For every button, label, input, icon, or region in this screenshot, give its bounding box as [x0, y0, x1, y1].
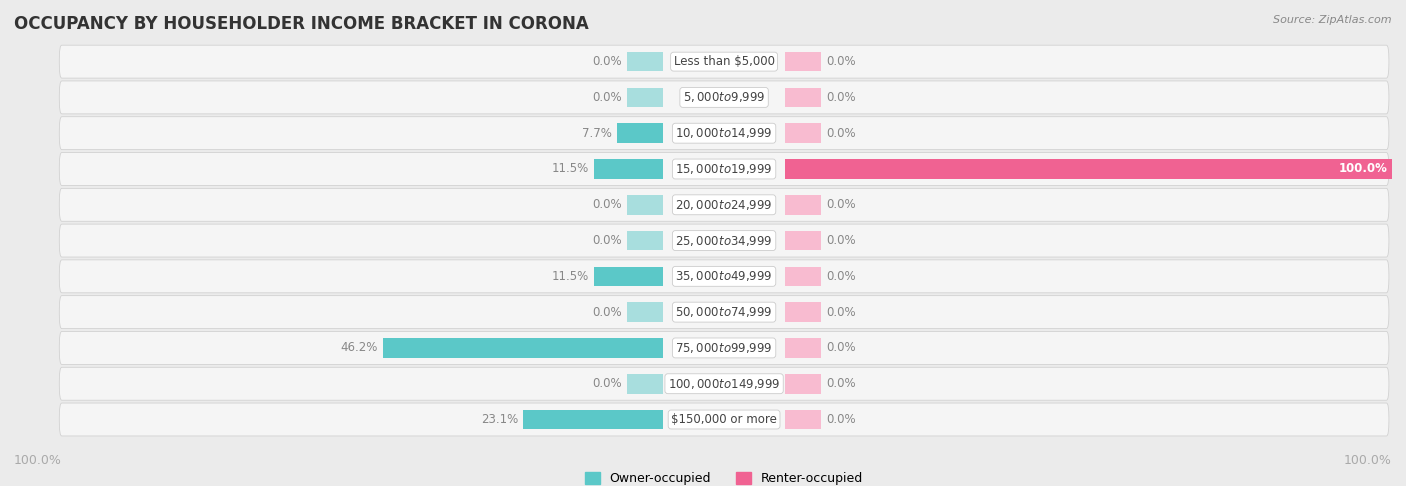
- Bar: [785, 87, 821, 107]
- Text: 11.5%: 11.5%: [551, 162, 589, 175]
- Text: 100.0%: 100.0%: [1344, 453, 1392, 467]
- Legend: Owner-occupied, Renter-occupied: Owner-occupied, Renter-occupied: [579, 467, 869, 486]
- FancyBboxPatch shape: [59, 153, 1389, 186]
- Text: $75,000 to $99,999: $75,000 to $99,999: [675, 341, 773, 355]
- Text: $15,000 to $19,999: $15,000 to $19,999: [675, 162, 773, 176]
- Text: 11.5%: 11.5%: [551, 270, 589, 283]
- Bar: [593, 159, 664, 179]
- FancyBboxPatch shape: [59, 403, 1389, 436]
- Text: Source: ZipAtlas.com: Source: ZipAtlas.com: [1274, 15, 1392, 25]
- FancyBboxPatch shape: [59, 81, 1389, 114]
- FancyBboxPatch shape: [59, 45, 1389, 78]
- Bar: [785, 52, 821, 71]
- Text: 0.0%: 0.0%: [827, 377, 856, 390]
- FancyBboxPatch shape: [59, 224, 1389, 257]
- Bar: [785, 410, 821, 429]
- Text: 0.0%: 0.0%: [592, 55, 621, 68]
- FancyBboxPatch shape: [59, 367, 1389, 400]
- Text: 0.0%: 0.0%: [827, 55, 856, 68]
- Text: $150,000 or more: $150,000 or more: [671, 413, 778, 426]
- Bar: [627, 374, 664, 394]
- Text: 0.0%: 0.0%: [827, 127, 856, 139]
- FancyBboxPatch shape: [59, 117, 1389, 150]
- FancyBboxPatch shape: [59, 295, 1389, 329]
- Text: $35,000 to $49,999: $35,000 to $49,999: [675, 269, 773, 283]
- Bar: [523, 410, 664, 429]
- Text: $50,000 to $74,999: $50,000 to $74,999: [675, 305, 773, 319]
- Text: $20,000 to $24,999: $20,000 to $24,999: [675, 198, 773, 212]
- Text: $25,000 to $34,999: $25,000 to $34,999: [675, 234, 773, 247]
- Text: 100.0%: 100.0%: [14, 453, 62, 467]
- Text: 0.0%: 0.0%: [827, 198, 856, 211]
- Text: $10,000 to $14,999: $10,000 to $14,999: [675, 126, 773, 140]
- Text: 0.0%: 0.0%: [592, 198, 621, 211]
- Text: 0.0%: 0.0%: [592, 234, 621, 247]
- Text: 0.0%: 0.0%: [592, 306, 621, 319]
- Bar: [627, 231, 664, 250]
- Text: 7.7%: 7.7%: [582, 127, 612, 139]
- Text: 100.0%: 100.0%: [1339, 162, 1388, 175]
- Bar: [627, 195, 664, 215]
- Text: 0.0%: 0.0%: [592, 377, 621, 390]
- Bar: [627, 52, 664, 71]
- Bar: [785, 338, 821, 358]
- Text: 0.0%: 0.0%: [827, 342, 856, 354]
- Bar: [617, 123, 664, 143]
- Bar: [627, 87, 664, 107]
- Bar: [627, 302, 664, 322]
- Text: 0.0%: 0.0%: [827, 234, 856, 247]
- Text: 23.1%: 23.1%: [481, 413, 519, 426]
- Text: 0.0%: 0.0%: [827, 413, 856, 426]
- Text: Less than $5,000: Less than $5,000: [673, 55, 775, 68]
- Text: 0.0%: 0.0%: [592, 91, 621, 104]
- Bar: [593, 266, 664, 286]
- Bar: [785, 159, 1392, 179]
- Bar: [785, 195, 821, 215]
- FancyBboxPatch shape: [59, 188, 1389, 221]
- FancyBboxPatch shape: [59, 260, 1389, 293]
- FancyBboxPatch shape: [59, 331, 1389, 364]
- Text: 0.0%: 0.0%: [827, 270, 856, 283]
- Bar: [785, 231, 821, 250]
- Bar: [785, 374, 821, 394]
- Text: 0.0%: 0.0%: [827, 91, 856, 104]
- Text: OCCUPANCY BY HOUSEHOLDER INCOME BRACKET IN CORONA: OCCUPANCY BY HOUSEHOLDER INCOME BRACKET …: [14, 15, 589, 33]
- Bar: [382, 338, 664, 358]
- Bar: [785, 123, 821, 143]
- Bar: [785, 302, 821, 322]
- Text: 46.2%: 46.2%: [340, 342, 378, 354]
- Bar: [785, 266, 821, 286]
- Text: 0.0%: 0.0%: [827, 306, 856, 319]
- Text: $5,000 to $9,999: $5,000 to $9,999: [683, 90, 765, 104]
- Text: $100,000 to $149,999: $100,000 to $149,999: [668, 377, 780, 391]
